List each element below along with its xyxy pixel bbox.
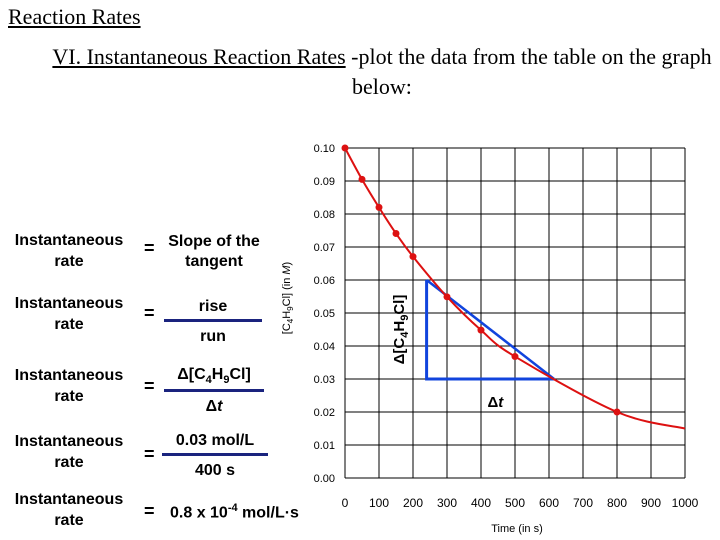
x-tick-label: 100 [369,496,389,510]
eq4-numerator: 0.03 mol/L [162,432,268,456]
eq2-lhs: Instantaneous rate [14,295,124,333]
y-tick-label: 0.04 [314,341,335,353]
eq4-denominator: 400 s [194,462,236,479]
data-point [443,293,451,301]
data-point [341,144,349,152]
y-axis-title: [C4H9Cl] (in M) [281,262,295,334]
subtitle-section: VI. Instantaneous Reaction Rates [52,44,346,69]
y-tick-label: 0.09 [314,176,335,188]
concentration-curve [344,147,686,430]
eq2-denominator: run [200,328,226,345]
x-tick-label: 600 [539,496,559,510]
run-label: Δt [487,394,504,411]
x-tick-label: 0 [342,496,349,510]
eq3-numerator: Δ[C4H9Cl] [164,366,264,393]
x-tick-label: 1000 [672,496,699,510]
data-point [409,253,417,261]
data-point [358,175,366,183]
eq3-fraction: Δ[C4H9Cl] Δt [164,366,264,416]
x-axis-title: Time (in s) [491,523,543,535]
eq2-numerator: rise [164,298,262,322]
eq5-sign: = [144,501,155,521]
y-tick-label: 0.05 [314,308,335,320]
rise-run-triangle [425,280,555,381]
page-title: Reaction Rates [8,4,141,29]
eq3-denominator: Δt [205,398,223,416]
x-tick-label: 200 [403,496,423,510]
y-tick-label: 0.06 [314,275,335,287]
data-point [392,229,400,237]
eq3-sign: = [144,376,155,396]
rise-label: Δ[C4H9Cl] [391,295,411,365]
data-point [375,203,383,211]
y-tick-label: 0.00 [314,473,335,485]
y-tick-label: 0.10 [314,143,335,155]
eq3-lhs: Instantaneous rate [14,367,124,405]
y-tick-label: 0.03 [314,374,335,386]
eq1-rhs: Slope of the tangent [168,233,260,270]
data-point [511,353,519,361]
eq4-fraction: 0.03 mol/L 400 s [162,432,268,480]
subtitle: VI. Instantaneous Reaction Rates -plot t… [46,42,718,102]
x-tick-label: 500 [505,496,525,510]
eq1-lhs: Instantaneous rate [14,232,124,270]
y-tick-label: 0.01 [314,440,335,452]
y-tick-label: 0.08 [314,209,335,221]
eq5-value: 0.8 x 10-4 mol/L·s [170,502,299,522]
subtitle-instruction: -plot the data from the table on the gra… [345,44,712,99]
x-tick-label: 800 [607,496,627,510]
eq1-sign: = [144,238,155,258]
eq2-fraction: rise run [164,298,262,346]
x-tick-label: 400 [471,496,491,510]
y-tick-label: 0.07 [314,242,335,254]
eq2-sign: = [144,303,155,323]
data-point [477,326,485,334]
eq4-lhs: Instantaneous rate [14,433,124,471]
x-tick-label: 900 [641,496,661,510]
x-tick-label: 300 [437,496,457,510]
x-tick-label: 700 [573,496,593,510]
data-point [613,408,621,416]
y-tick-label: 0.02 [314,407,335,419]
eq5-lhs: Instantaneous rate [14,491,124,529]
eq4-sign: = [144,444,155,464]
